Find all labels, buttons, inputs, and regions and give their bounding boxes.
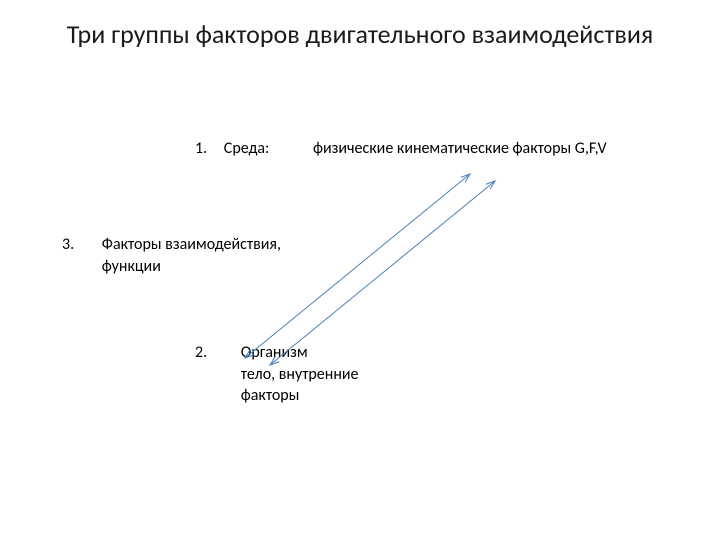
item-1-desc: физические кинематические факторы G,F,V bbox=[313, 139, 607, 158]
item-2-line-3: факторы bbox=[241, 386, 300, 405]
item-2-text: Организм тело, внутренние факторы bbox=[241, 342, 359, 407]
item-3-line-2: функции bbox=[102, 257, 161, 276]
item-2-organism: 2. Организм тело, внутренние факторы bbox=[195, 342, 358, 407]
item-1-number: 1. bbox=[195, 138, 207, 160]
item-3-number: 3. bbox=[62, 234, 74, 256]
item-3-line-1: Факторы взаимодействия, bbox=[102, 235, 281, 254]
item-3-text: Факторы взаимодействия, функции bbox=[102, 234, 281, 277]
item-1-environment: 1. Среда: физические кинематические факт… bbox=[195, 138, 607, 160]
item-1-label: Среда: bbox=[224, 139, 270, 158]
item-2-number: 2. bbox=[195, 342, 207, 364]
item-2-line-2: тело, внутренние bbox=[241, 365, 359, 384]
item-3-interaction-factors: 3. Факторы взаимодействия, функции bbox=[62, 234, 281, 277]
item-2-line-1: Организм bbox=[241, 343, 308, 362]
slide-title: Три группы факторов двигательного взаимо… bbox=[0, 18, 720, 51]
